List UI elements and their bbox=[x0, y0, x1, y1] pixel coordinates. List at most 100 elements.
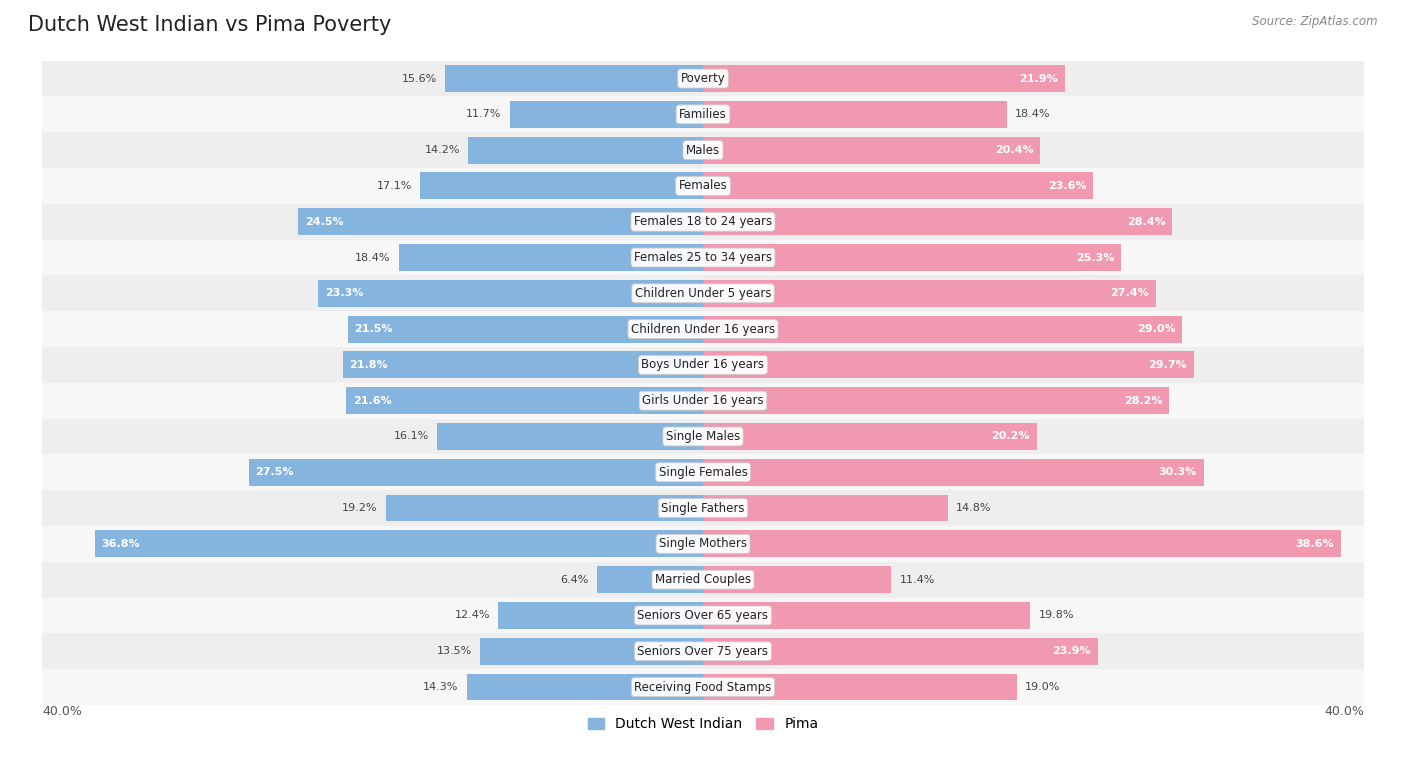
Bar bbox=[703, 101, 1007, 128]
Text: Seniors Over 65 years: Seniors Over 65 years bbox=[637, 609, 769, 622]
Text: 24.5%: 24.5% bbox=[305, 217, 343, 227]
Text: Single Mothers: Single Mothers bbox=[659, 537, 747, 550]
Bar bbox=[437, 423, 703, 450]
Text: Dutch West Indian vs Pima Poverty: Dutch West Indian vs Pima Poverty bbox=[28, 15, 391, 35]
Bar bbox=[703, 495, 948, 522]
Bar bbox=[42, 383, 1364, 418]
Bar bbox=[343, 352, 703, 378]
Bar bbox=[42, 562, 1364, 597]
Text: Children Under 5 years: Children Under 5 years bbox=[634, 287, 772, 300]
Bar bbox=[446, 65, 703, 92]
Bar bbox=[703, 387, 1168, 414]
Bar bbox=[42, 669, 1364, 705]
Text: 12.4%: 12.4% bbox=[454, 610, 489, 621]
Text: 21.9%: 21.9% bbox=[1019, 74, 1059, 83]
Text: 19.8%: 19.8% bbox=[1039, 610, 1074, 621]
Text: 18.4%: 18.4% bbox=[1015, 109, 1050, 119]
Bar bbox=[703, 352, 1194, 378]
Bar bbox=[703, 136, 1040, 164]
Bar bbox=[42, 240, 1364, 275]
Bar bbox=[42, 454, 1364, 490]
Bar bbox=[703, 65, 1064, 92]
Text: Receiving Food Stamps: Receiving Food Stamps bbox=[634, 681, 772, 694]
Text: 27.5%: 27.5% bbox=[256, 467, 294, 478]
Bar bbox=[703, 423, 1036, 450]
Text: 30.3%: 30.3% bbox=[1159, 467, 1197, 478]
Text: Girls Under 16 years: Girls Under 16 years bbox=[643, 394, 763, 407]
Text: Married Couples: Married Couples bbox=[655, 573, 751, 586]
Text: 19.0%: 19.0% bbox=[1025, 682, 1060, 692]
Text: Children Under 16 years: Children Under 16 years bbox=[631, 323, 775, 336]
Text: 29.7%: 29.7% bbox=[1149, 360, 1187, 370]
Bar bbox=[703, 602, 1031, 629]
Text: 21.5%: 21.5% bbox=[354, 324, 392, 334]
Text: 17.1%: 17.1% bbox=[377, 181, 412, 191]
Text: Families: Families bbox=[679, 108, 727, 121]
Text: Boys Under 16 years: Boys Under 16 years bbox=[641, 359, 765, 371]
Text: 36.8%: 36.8% bbox=[101, 539, 141, 549]
Text: Poverty: Poverty bbox=[681, 72, 725, 85]
Text: 20.4%: 20.4% bbox=[995, 145, 1033, 155]
Text: 23.9%: 23.9% bbox=[1053, 647, 1091, 656]
Bar bbox=[42, 204, 1364, 240]
Text: 23.6%: 23.6% bbox=[1047, 181, 1087, 191]
Bar bbox=[318, 280, 703, 307]
Bar bbox=[703, 459, 1204, 486]
Bar bbox=[467, 674, 703, 700]
Text: 11.7%: 11.7% bbox=[465, 109, 502, 119]
Text: 13.5%: 13.5% bbox=[436, 647, 471, 656]
Bar bbox=[385, 495, 703, 522]
Text: 28.2%: 28.2% bbox=[1123, 396, 1163, 406]
Text: Single Males: Single Males bbox=[666, 430, 740, 443]
Bar bbox=[42, 96, 1364, 132]
Text: 27.4%: 27.4% bbox=[1111, 288, 1149, 299]
Bar bbox=[510, 101, 703, 128]
Bar bbox=[42, 597, 1364, 634]
Bar bbox=[703, 637, 1098, 665]
Text: 6.4%: 6.4% bbox=[561, 575, 589, 584]
Text: 40.0%: 40.0% bbox=[1324, 705, 1364, 718]
Text: 23.3%: 23.3% bbox=[325, 288, 363, 299]
Bar bbox=[479, 637, 703, 665]
Text: 18.4%: 18.4% bbox=[356, 252, 391, 262]
Text: Single Fathers: Single Fathers bbox=[661, 502, 745, 515]
Text: 29.0%: 29.0% bbox=[1137, 324, 1175, 334]
Text: 14.8%: 14.8% bbox=[956, 503, 991, 513]
Text: 38.6%: 38.6% bbox=[1295, 539, 1334, 549]
Bar bbox=[42, 526, 1364, 562]
Text: 21.8%: 21.8% bbox=[350, 360, 388, 370]
Text: 28.4%: 28.4% bbox=[1126, 217, 1166, 227]
Text: 14.2%: 14.2% bbox=[425, 145, 460, 155]
Bar bbox=[42, 490, 1364, 526]
Text: 25.3%: 25.3% bbox=[1076, 252, 1115, 262]
Text: Males: Males bbox=[686, 143, 720, 157]
Bar bbox=[598, 566, 703, 593]
Bar bbox=[347, 315, 703, 343]
Bar bbox=[42, 634, 1364, 669]
Bar bbox=[42, 275, 1364, 312]
Text: 21.6%: 21.6% bbox=[353, 396, 391, 406]
Text: Seniors Over 75 years: Seniors Over 75 years bbox=[637, 645, 769, 658]
Bar bbox=[249, 459, 703, 486]
Legend: Dutch West Indian, Pima: Dutch West Indian, Pima bbox=[582, 712, 824, 737]
Bar bbox=[298, 208, 703, 235]
Bar bbox=[42, 61, 1364, 96]
Text: 20.2%: 20.2% bbox=[991, 431, 1031, 441]
Bar bbox=[703, 173, 1092, 199]
Text: 11.4%: 11.4% bbox=[900, 575, 935, 584]
Text: Females: Females bbox=[679, 180, 727, 193]
Bar bbox=[703, 208, 1173, 235]
Bar bbox=[703, 674, 1017, 700]
Bar bbox=[703, 244, 1121, 271]
Bar bbox=[42, 132, 1364, 168]
Bar bbox=[703, 566, 891, 593]
Bar bbox=[703, 315, 1182, 343]
Bar bbox=[42, 168, 1364, 204]
Text: 16.1%: 16.1% bbox=[394, 431, 429, 441]
Bar bbox=[399, 244, 703, 271]
Text: Females 25 to 34 years: Females 25 to 34 years bbox=[634, 251, 772, 264]
Text: Source: ZipAtlas.com: Source: ZipAtlas.com bbox=[1253, 15, 1378, 28]
Bar bbox=[42, 312, 1364, 347]
Bar bbox=[703, 531, 1341, 557]
Text: 15.6%: 15.6% bbox=[402, 74, 437, 83]
